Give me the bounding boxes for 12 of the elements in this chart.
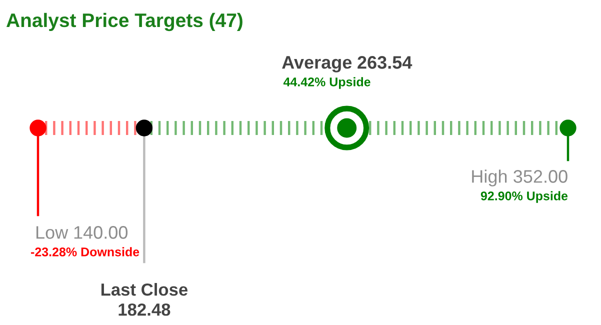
text: -23.28% Downside xyxy=(30,247,140,256)
category-label: High xyxy=(472,170,507,186)
text: 44.42% Upside xyxy=(283,77,370,89)
data-label: 352.00 xyxy=(514,170,568,183)
category-label: Last Close xyxy=(101,283,188,296)
category-label: Low xyxy=(36,226,68,239)
text: 92.90% Upside xyxy=(480,191,568,203)
text: Analyst Price Targets (47) xyxy=(6,12,242,32)
data-label: 263.54 xyxy=(358,56,412,69)
data-label: 140.00 xyxy=(74,226,128,239)
category-label: Average xyxy=(282,56,352,72)
data-label: 182.48 xyxy=(118,303,170,316)
